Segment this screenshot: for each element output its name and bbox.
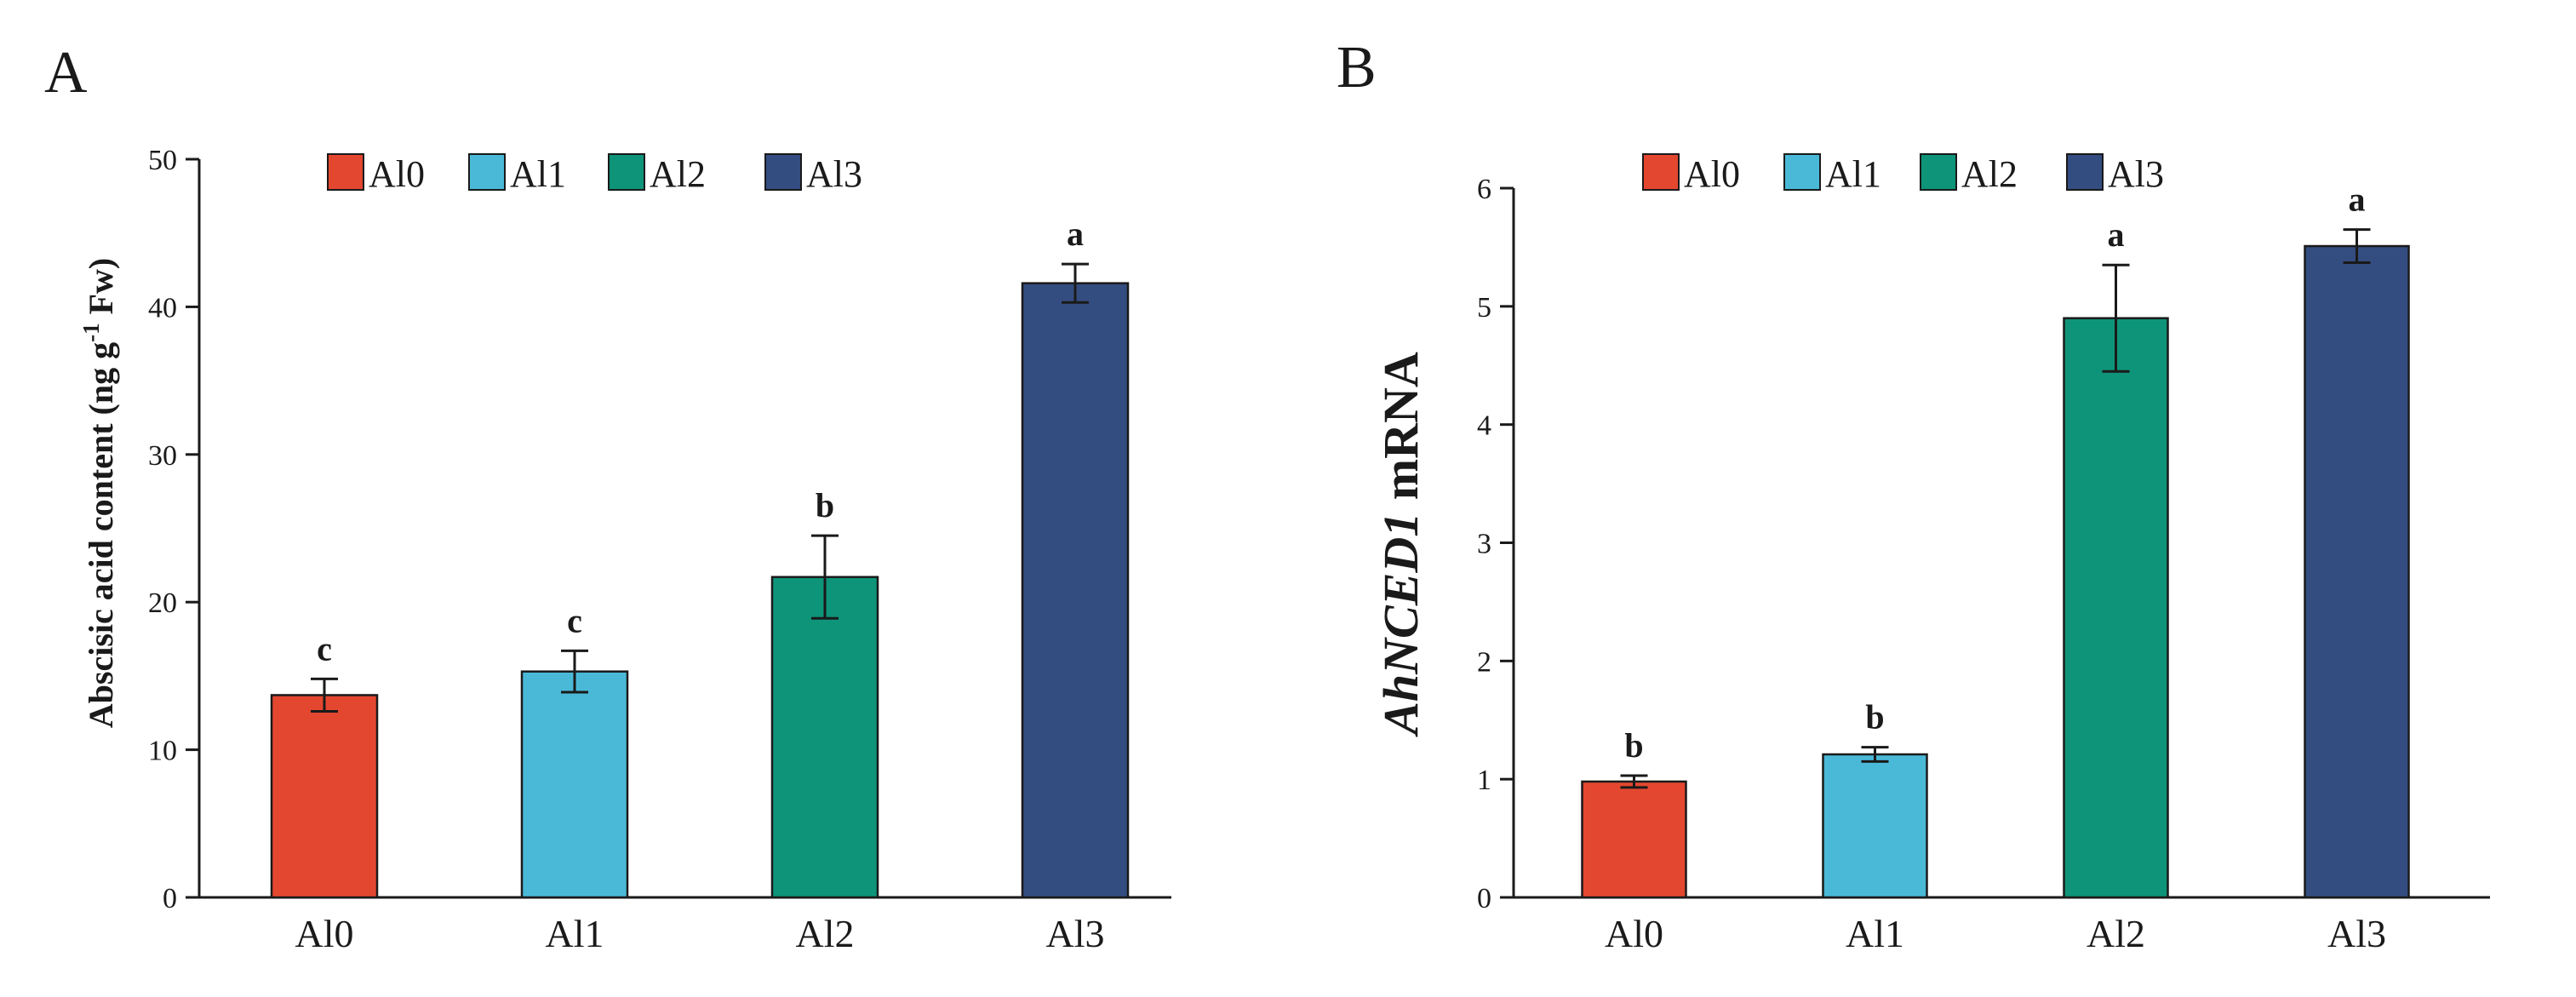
panel-a-y-axis-label: Abscisic acid content (ng g-1 Fw) bbox=[78, 258, 120, 728]
panel-a-x-tick-label: Al1 bbox=[546, 912, 604, 955]
panel-b-x-tick-label: Al1 bbox=[1846, 912, 1904, 955]
panel-a-legend-label-al2: Al2 bbox=[650, 153, 706, 195]
panel-a-y-tick-label: 10 bbox=[148, 736, 177, 767]
panel-a-significance-label: c bbox=[567, 601, 582, 639]
panel-a-legend-swatch-al0 bbox=[327, 153, 364, 191]
panel-b-y-tick-label: 2 bbox=[1477, 646, 1491, 678]
panel-b-bars: b b a a bbox=[1581, 180, 2410, 899]
panel-b-significance-label: a bbox=[2349, 180, 2366, 219]
panel-a-axes: 0 10 20 30 40 50 Al0 Al1 Al2 Al3 bbox=[148, 145, 1171, 955]
panel-b-legend-label-al1: Al1 bbox=[1825, 153, 1881, 195]
panel-b-legend: Al0 Al1 Al2 Al3 bbox=[1642, 153, 2164, 195]
panel-b-significance-label: b bbox=[1865, 698, 1884, 736]
panel-a-legend-swatch-al3 bbox=[764, 153, 802, 191]
panel-a-legend: Al0 Al1 Al2 Al3 bbox=[327, 153, 862, 195]
panel-b-legend-swatch-al0 bbox=[1642, 153, 1680, 191]
panel-b-bar-al1 bbox=[1822, 753, 1928, 899]
panel-b-y-tick-label: 4 bbox=[1477, 410, 1491, 442]
panel-b-bar-al0 bbox=[1581, 780, 1687, 899]
panel-a-y-tick-label: 40 bbox=[148, 292, 177, 324]
panel-a-bar-al2 bbox=[770, 576, 879, 899]
panel-a-y-tick-label: 30 bbox=[148, 440, 177, 472]
panel-a-legend-swatch-al2 bbox=[608, 153, 645, 191]
panel-b-x-tick-label: Al3 bbox=[2327, 912, 2386, 955]
panel-b-significance-label: a bbox=[2108, 215, 2125, 254]
panel-a-legend-label-al1: Al1 bbox=[510, 153, 566, 195]
panel-b-label: B bbox=[1337, 35, 1377, 100]
panel-b-y-tick-label: 3 bbox=[1477, 529, 1491, 560]
panel-a-bar-al1 bbox=[520, 670, 629, 899]
panel-b-significance-label: b bbox=[1624, 726, 1643, 765]
panel-a-bar-chart: A Abscisic acid content (ng g-1 Fw) Al0 A… bbox=[44, 40, 1171, 955]
panel-b-y-tick-label: 0 bbox=[1477, 883, 1491, 914]
panel-a-bar-al3 bbox=[1021, 282, 1130, 899]
panel-b-legend-label-al2: Al2 bbox=[1961, 153, 2018, 195]
panel-a-significance-label: a bbox=[1067, 215, 1084, 253]
panel-a-y-tick-label: 50 bbox=[148, 145, 177, 176]
panel-a-bars: c c b a bbox=[270, 215, 1130, 899]
panel-b-bar-al3 bbox=[2304, 244, 2410, 899]
panel-a-legend-swatch-al1 bbox=[468, 153, 506, 191]
panel-b-legend-swatch-al3 bbox=[2066, 153, 2104, 191]
panel-a-y-tick-label: 0 bbox=[163, 883, 177, 914]
panel-b-y-tick-label: 5 bbox=[1477, 292, 1491, 324]
panel-a-x-tick-label: Al0 bbox=[295, 912, 354, 955]
panel-a-label: A bbox=[44, 40, 88, 106]
panel-b-x-tick-label: Al2 bbox=[2087, 912, 2145, 955]
panel-b-bar-al2 bbox=[2063, 317, 2169, 899]
panel-a-significance-label: b bbox=[816, 486, 834, 524]
panel-b-legend-swatch-al1 bbox=[1783, 153, 1821, 191]
panel-b-y-tick-label: 6 bbox=[1477, 174, 1491, 205]
panel-b-legend-label-al0: Al0 bbox=[1684, 153, 1740, 195]
panel-a-x-tick-label: Al3 bbox=[1046, 912, 1105, 955]
panel-a-x-tick-label: Al2 bbox=[796, 912, 855, 955]
panel-a-y-tick-label: 20 bbox=[148, 587, 177, 619]
panel-a-bar-al0 bbox=[270, 694, 379, 899]
panel-b-legend-swatch-al2 bbox=[1920, 153, 1957, 191]
panel-b-y-tick-label: 1 bbox=[1477, 765, 1491, 796]
panel-b-x-tick-label: Al0 bbox=[1605, 912, 1663, 955]
panel-a-legend-label-al0: Al0 bbox=[369, 153, 425, 195]
panel-b-legend-label-al3: Al3 bbox=[2108, 153, 2164, 195]
panel-b-y-axis-label: AhNCED1 mRNA bbox=[1373, 352, 1428, 737]
panel-a-significance-label: c bbox=[317, 629, 332, 668]
panel-a-legend-label-al3: Al3 bbox=[806, 153, 862, 195]
